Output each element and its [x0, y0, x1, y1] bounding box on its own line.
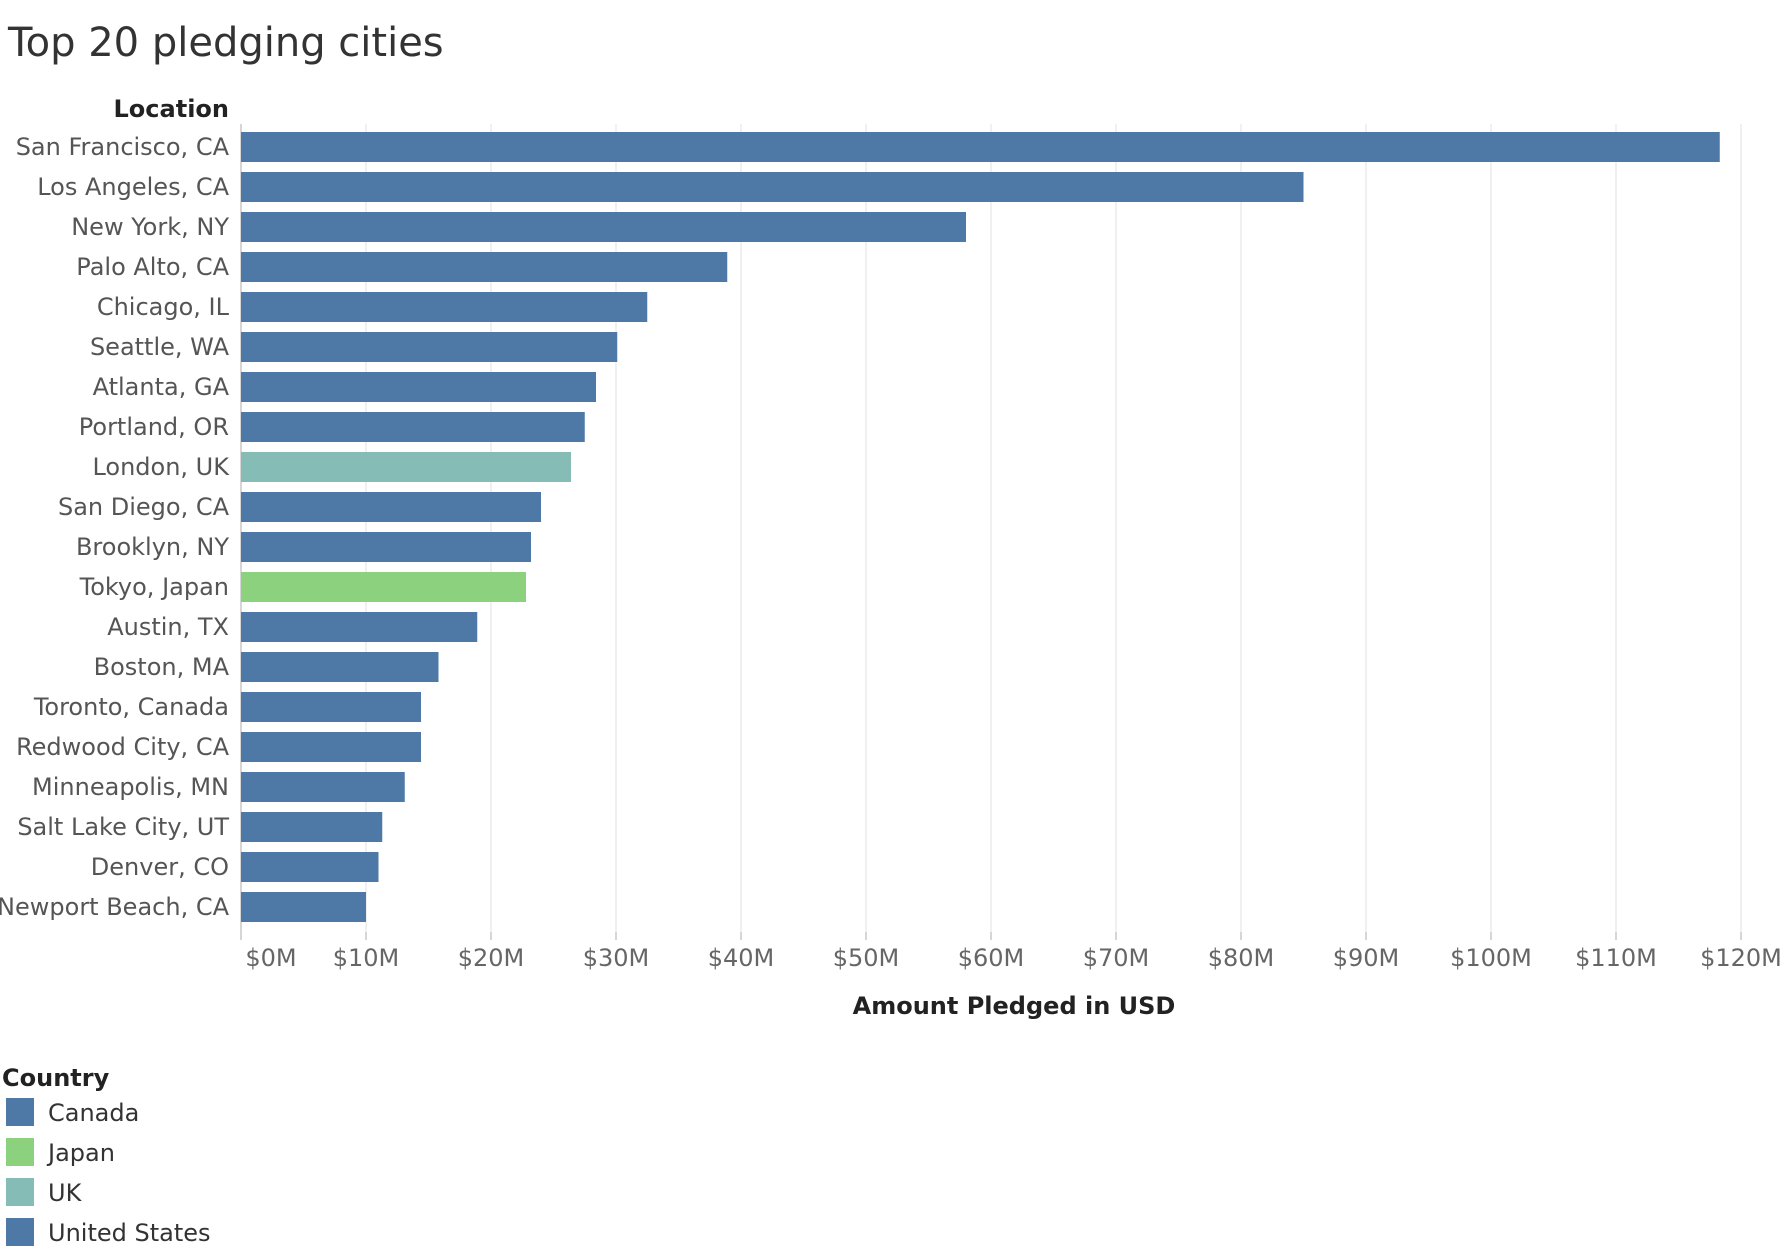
category-label: Denver, CO — [91, 853, 229, 881]
x-tick-label: $50M — [833, 944, 900, 972]
x-tick-label: $100M — [1450, 944, 1532, 972]
category-label: Los Angeles, CA — [37, 173, 229, 201]
bar — [241, 412, 585, 442]
category-label: New York, NY — [71, 213, 229, 241]
category-labels: San Francisco, CA Los Angeles, CA New York… — [0, 133, 230, 921]
legend-title: Country — [2, 1064, 110, 1092]
bar — [241, 532, 531, 562]
x-tick-label: $80M — [1208, 944, 1275, 972]
bars — [241, 132, 1720, 922]
x-tick-label: $60M — [958, 944, 1025, 972]
category-label: Newport Beach, CA — [0, 893, 230, 921]
category-label: San Diego, CA — [58, 493, 230, 521]
bar — [241, 692, 421, 722]
category-label: Minneapolis, MN — [32, 773, 229, 801]
x-tick-label: $30M — [583, 944, 650, 972]
legend: Country Canada Japan UK United States — [2, 1064, 211, 1247]
x-tick-label: $10M — [333, 944, 400, 972]
bar — [241, 892, 366, 922]
bar — [241, 812, 383, 842]
bar — [241, 772, 405, 802]
bar — [241, 732, 421, 762]
legend-swatch — [6, 1098, 34, 1126]
gridlines — [240, 124, 1742, 932]
bar — [241, 212, 966, 242]
category-label: Atlanta, GA — [93, 373, 230, 401]
x-axis-title: Amount Pledged in USD — [853, 992, 1176, 1020]
bar — [241, 372, 596, 402]
legend-label: Canada — [48, 1099, 139, 1127]
category-label: Palo Alto, CA — [76, 253, 229, 281]
category-label: Chicago, IL — [97, 293, 230, 321]
x-tick-label: $20M — [458, 944, 525, 972]
bar — [241, 292, 648, 322]
bar — [241, 332, 618, 362]
bar — [241, 452, 571, 482]
bar — [241, 252, 728, 282]
legend-swatch — [6, 1178, 34, 1206]
bar — [241, 172, 1304, 202]
x-tick-label: $40M — [708, 944, 775, 972]
bar — [241, 612, 478, 642]
x-tick-label: $110M — [1575, 944, 1657, 972]
x-axis-ticks: $0M $10M $20M $30M $40M $50M $60M $70M $80M $90M $… — [240, 932, 1782, 972]
bar — [241, 492, 541, 522]
legend-label: UK — [48, 1179, 83, 1207]
category-label: Redwood City, CA — [16, 733, 230, 761]
category-label: Toronto, Canada — [33, 693, 229, 721]
category-label: Portland, OR — [79, 413, 229, 441]
category-label: Brooklyn, NY — [76, 533, 229, 561]
chart-title: Top 20 pledging cities — [7, 20, 444, 66]
x-tick-label: $120M — [1700, 944, 1782, 972]
legend-swatch — [6, 1138, 34, 1166]
category-label: San Francisco, CA — [16, 133, 230, 161]
x-tick-label: $90M — [1333, 944, 1400, 972]
bar — [241, 132, 1720, 162]
legend-label: Japan — [46, 1139, 115, 1167]
category-label: Seattle, WA — [90, 333, 230, 361]
category-label: Tokyo, Japan — [79, 573, 229, 601]
bar — [241, 652, 439, 682]
category-label: Boston, MA — [94, 653, 230, 681]
x-tick-label: $0M — [245, 944, 296, 972]
legend-swatch — [6, 1218, 34, 1246]
bar — [241, 572, 526, 602]
category-axis-header: Location — [114, 95, 229, 123]
category-label: Austin, TX — [107, 613, 229, 641]
legend-label: United States — [48, 1219, 211, 1247]
x-tick-label: $70M — [1083, 944, 1150, 972]
category-label: London, UK — [92, 453, 230, 481]
bar — [241, 852, 379, 882]
category-label: Salt Lake City, UT — [17, 813, 229, 841]
